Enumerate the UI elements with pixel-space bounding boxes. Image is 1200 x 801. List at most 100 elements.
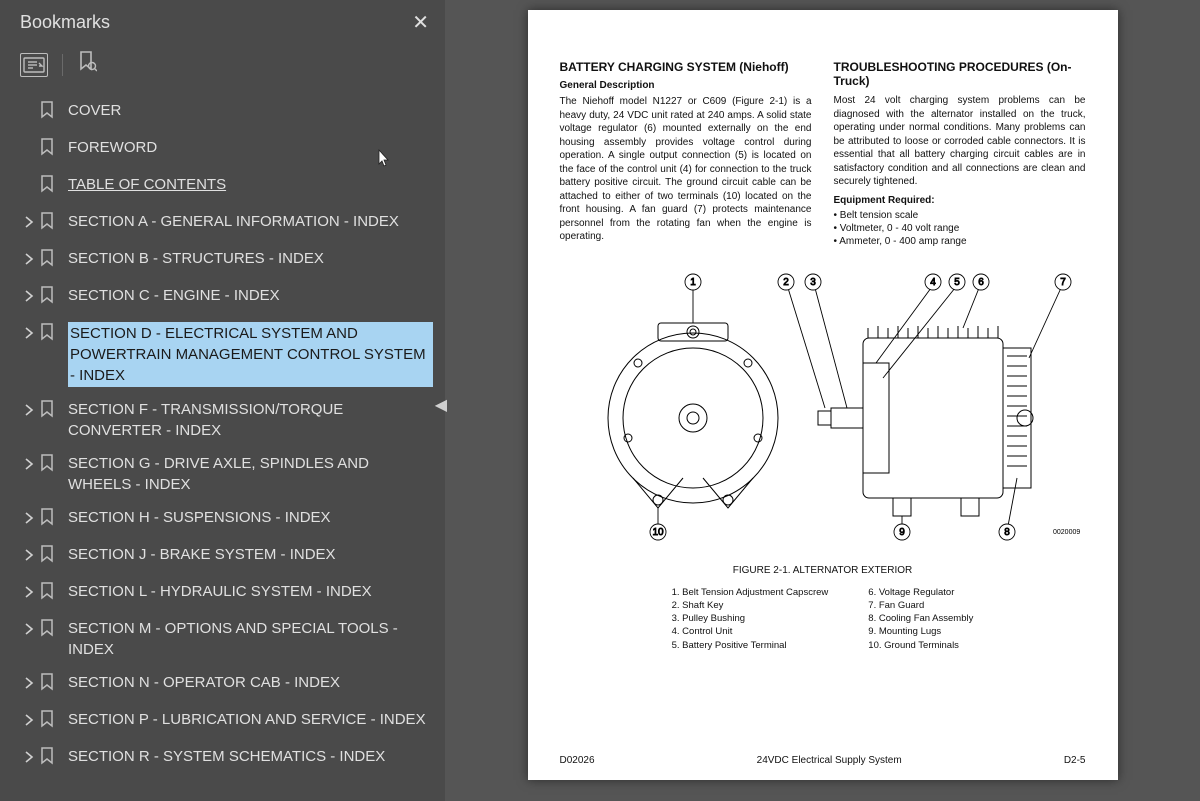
- alternator-diagram: 1 2 3 4 5 6 7 8 9: [563, 268, 1083, 548]
- legend-left: 1. Belt Tension Adjustment Capscrew 2. S…: [672, 586, 829, 652]
- bookmarks-toolbar: [0, 45, 445, 88]
- left-column: BATTERY CHARGING SYSTEM (Niehoff) Genera…: [560, 60, 812, 250]
- bookmark-icon: [40, 249, 58, 273]
- bookmark-item[interactable]: COVER: [20, 94, 437, 131]
- bookmark-label: TABLE OF CONTENTS: [68, 174, 433, 195]
- bookmarks-title: Bookmarks: [20, 12, 110, 33]
- bookmark-item[interactable]: SECTION F - TRANSMISSION/TORQUE CONVERTE…: [20, 393, 437, 447]
- legend-item: 9. Mounting Lugs: [868, 625, 973, 638]
- legend-item: 1. Belt Tension Adjustment Capscrew: [672, 586, 829, 599]
- right-column: TROUBLESHOOTING PROCEDURES (On-Truck) Mo…: [834, 60, 1086, 250]
- svg-text:3: 3: [810, 277, 816, 288]
- bookmark-icon: [40, 747, 58, 771]
- toolbar-divider: [62, 54, 63, 76]
- bookmark-item[interactable]: SECTION M - OPTIONS AND SPECIAL TOOLS - …: [20, 612, 437, 666]
- equipment-item: Ammeter, 0 - 400 amp range: [844, 236, 1086, 247]
- bookmark-label: SECTION R - SYSTEM SCHEMATICS - INDEX: [68, 746, 433, 767]
- bookmark-label: SECTION F - TRANSMISSION/TORQUE CONVERTE…: [68, 399, 433, 441]
- bookmark-icon: [40, 710, 58, 734]
- chevron-right-icon[interactable]: [24, 213, 40, 234]
- bookmark-label: SECTION A - GENERAL INFORMATION - INDEX: [68, 211, 433, 232]
- bookmark-item[interactable]: TABLE OF CONTENTS: [20, 168, 437, 205]
- bookmark-label: SECTION D - ELECTRICAL SYSTEM AND POWERT…: [68, 322, 433, 387]
- equipment-heading: Equipment Required:: [834, 195, 1086, 206]
- bookmark-label: SECTION C - ENGINE - INDEX: [68, 285, 433, 306]
- bookmark-icon: [40, 619, 58, 643]
- figure-part-no: 0020009: [1053, 529, 1080, 536]
- svg-text:7: 7: [1060, 277, 1066, 288]
- bookmark-item[interactable]: SECTION J - BRAKE SYSTEM - INDEX: [20, 538, 437, 575]
- chevron-right-icon[interactable]: [24, 748, 40, 769]
- bookmarks-panel: Bookmarks ✕ COVER FOREWORD TABLE OF CONTEN…: [0, 0, 445, 801]
- legend-item: 4. Control Unit: [672, 625, 829, 638]
- chevron-right-icon[interactable]: [24, 401, 40, 422]
- find-bookmark-icon[interactable]: [77, 51, 97, 78]
- bookmark-icon: [40, 545, 58, 569]
- chevron-right-icon[interactable]: [24, 711, 40, 732]
- bookmark-item[interactable]: SECTION C - ENGINE - INDEX: [20, 279, 437, 316]
- chevron-right-icon[interactable]: [24, 250, 40, 271]
- svg-text:9: 9: [899, 527, 905, 538]
- legend-item: 7. Fan Guard: [868, 599, 973, 612]
- bookmark-item[interactable]: SECTION A - GENERAL INFORMATION - INDEX: [20, 205, 437, 242]
- bookmark-label: SECTION H - SUSPENSIONS - INDEX: [68, 507, 433, 528]
- figure-area: 1 2 3 4 5 6 7 8 9: [560, 268, 1086, 662]
- bookmark-icon: [40, 400, 58, 424]
- bookmark-item[interactable]: SECTION N - OPERATOR CAB - INDEX: [20, 666, 437, 703]
- bookmark-item[interactable]: SECTION D - ELECTRICAL SYSTEM AND POWERT…: [20, 316, 437, 393]
- bookmark-label: SECTION N - OPERATOR CAB - INDEX: [68, 672, 433, 693]
- bookmark-icon: [40, 101, 58, 125]
- svg-text:1: 1: [690, 277, 696, 288]
- bookmark-label: SECTION G - DRIVE AXLE, SPINDLES AND WHE…: [68, 453, 433, 495]
- bookmark-item[interactable]: SECTION L - HYDRAULIC SYSTEM - INDEX: [20, 575, 437, 612]
- figure-legend: 1. Belt Tension Adjustment Capscrew 2. S…: [560, 586, 1086, 652]
- legend-item: 2. Shaft Key: [672, 599, 829, 612]
- bookmark-icon: [40, 286, 58, 310]
- left-heading: BATTERY CHARGING SYSTEM (Niehoff): [560, 60, 812, 74]
- bookmark-item[interactable]: SECTION H - SUSPENSIONS - INDEX: [20, 501, 437, 538]
- bookmarks-list[interactable]: COVER FOREWORD TABLE OF CONTENTS SECTION A …: [0, 88, 445, 801]
- legend-right: 6. Voltage Regulator 7. Fan Guard 8. Coo…: [868, 586, 973, 652]
- options-icon[interactable]: [20, 53, 48, 77]
- chevron-right-icon[interactable]: [24, 287, 40, 308]
- right-paragraph: Most 24 volt charging system problems ca…: [834, 94, 1086, 189]
- chevron-right-icon[interactable]: [24, 620, 40, 641]
- svg-text:5: 5: [954, 277, 960, 288]
- bookmarks-header: Bookmarks ✕: [0, 0, 445, 45]
- left-paragraph: The Niehoff model N1227 or C609 (Figure …: [560, 95, 812, 244]
- chevron-right-icon[interactable]: [24, 674, 40, 695]
- close-icon[interactable]: ✕: [412, 10, 429, 35]
- footer-left: D02026: [560, 755, 595, 766]
- chevron-right-icon[interactable]: [24, 324, 40, 345]
- legend-item: 10. Ground Terminals: [868, 639, 973, 652]
- bookmark-label: FOREWORD: [68, 137, 433, 158]
- bookmark-item[interactable]: SECTION G - DRIVE AXLE, SPINDLES AND WHE…: [20, 447, 437, 501]
- chevron-right-icon[interactable]: [24, 509, 40, 530]
- bookmark-label: COVER: [68, 100, 433, 121]
- bookmark-item[interactable]: FOREWORD: [20, 131, 437, 168]
- legend-item: 6. Voltage Regulator: [868, 586, 973, 599]
- bookmark-item[interactable]: SECTION P - LUBRICATION AND SERVICE - IN…: [20, 703, 437, 740]
- document-viewport[interactable]: BATTERY CHARGING SYSTEM (Niehoff) Genera…: [445, 0, 1200, 801]
- collapse-panel-icon[interactable]: ◀: [435, 395, 447, 415]
- svg-text:4: 4: [930, 277, 936, 288]
- legend-item: 5. Battery Positive Terminal: [672, 639, 829, 652]
- bookmark-item[interactable]: SECTION R - SYSTEM SCHEMATICS - INDEX: [20, 740, 437, 777]
- chevron-right-icon[interactable]: [24, 583, 40, 604]
- bookmark-icon: [40, 175, 58, 199]
- bookmark-icon: [40, 508, 58, 532]
- text-columns: BATTERY CHARGING SYSTEM (Niehoff) Genera…: [560, 60, 1086, 250]
- bookmark-icon: [40, 212, 58, 236]
- bookmark-label: SECTION J - BRAKE SYSTEM - INDEX: [68, 544, 433, 565]
- bookmark-item[interactable]: SECTION B - STRUCTURES - INDEX: [20, 242, 437, 279]
- svg-text:2: 2: [783, 277, 789, 288]
- bookmark-label: SECTION L - HYDRAULIC SYSTEM - INDEX: [68, 581, 433, 602]
- left-subheading: General Description: [560, 80, 812, 91]
- footer-center: 24VDC Electrical Supply System: [757, 755, 902, 766]
- svg-text:10: 10: [652, 527, 664, 538]
- bookmark-icon: [40, 323, 58, 347]
- chevron-right-icon[interactable]: [24, 546, 40, 567]
- bookmark-icon: [40, 454, 58, 478]
- chevron-right-icon[interactable]: [24, 455, 40, 476]
- bookmark-icon: [40, 673, 58, 697]
